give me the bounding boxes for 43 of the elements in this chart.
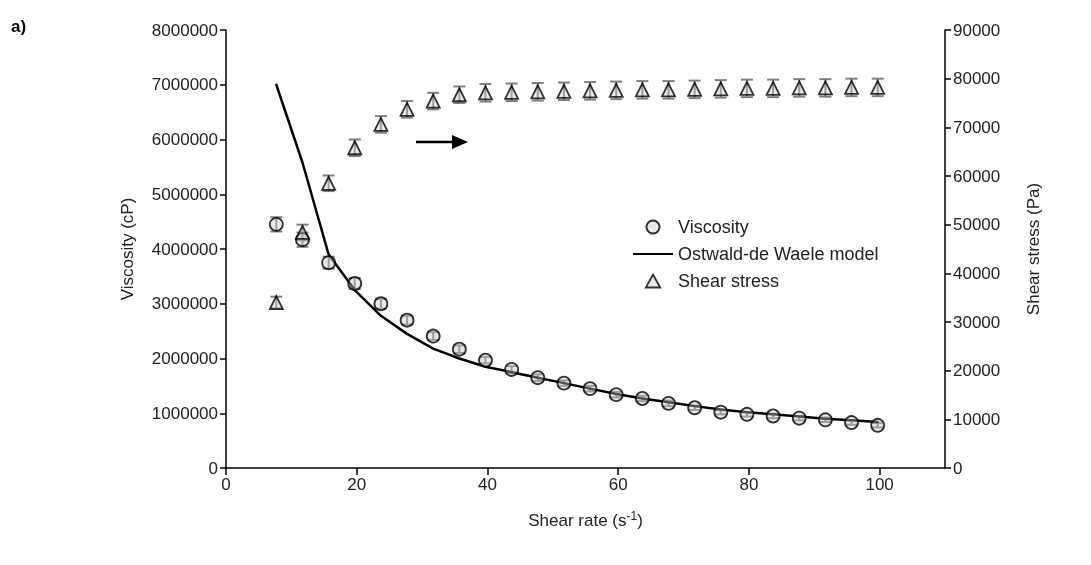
point <box>582 381 598 397</box>
y2-tick-label: 30000 <box>953 312 1001 332</box>
y-tick-label: 4000000 <box>151 239 218 259</box>
y-tick-label: 0 <box>208 458 218 478</box>
point <box>608 387 624 403</box>
y2-tick-label: 80000 <box>953 69 1001 89</box>
y2-tick-label: 90000 <box>953 20 1001 40</box>
x-tick-label: 60 <box>608 475 628 494</box>
y-tick-label: 8000000 <box>151 20 218 40</box>
y2-tick-label: 40000 <box>953 263 1001 283</box>
y2-tick-label: 60000 <box>953 166 1001 186</box>
x-tick-label: 100 <box>865 475 894 494</box>
y2-tick-label: 20000 <box>953 361 1001 381</box>
y2-tick-label: 70000 <box>953 117 1001 137</box>
y-tick-label: 3000000 <box>151 294 218 314</box>
point <box>765 408 781 424</box>
legend-label: Ostwald-de Waele model <box>678 244 879 264</box>
point <box>870 417 886 433</box>
y-axis-title: Viscosity (cP) <box>118 197 137 301</box>
y-tick-label: 7000000 <box>151 75 218 95</box>
y-tick-label: 5000000 <box>151 184 218 204</box>
legend-label: Viscosity <box>678 217 749 237</box>
point <box>791 410 807 426</box>
text: a) <box>11 17 27 36</box>
y2-tick-label: 50000 <box>953 215 1001 235</box>
x-tick-label: 0 <box>221 475 231 494</box>
x-tick-label: 20 <box>347 475 367 494</box>
y-tick-label: 2000000 <box>151 349 218 368</box>
legend-label: Shear stress <box>678 271 780 291</box>
x-tick-label: 80 <box>739 475 759 494</box>
y2-tick-label: 0 <box>953 458 963 478</box>
y2-axis-title: Shear stress (Pa) <box>1024 182 1043 316</box>
point <box>687 400 703 416</box>
point <box>713 404 729 420</box>
point <box>844 415 859 430</box>
y2-tick-label: 10000 <box>953 409 1001 429</box>
y-tick-label: 1000000 <box>151 403 218 423</box>
point <box>556 375 572 391</box>
point <box>818 412 833 428</box>
point <box>739 406 755 422</box>
y-tick-label: 6000000 <box>151 130 218 149</box>
point <box>530 370 546 386</box>
x-tick-label: 40 <box>477 475 497 494</box>
